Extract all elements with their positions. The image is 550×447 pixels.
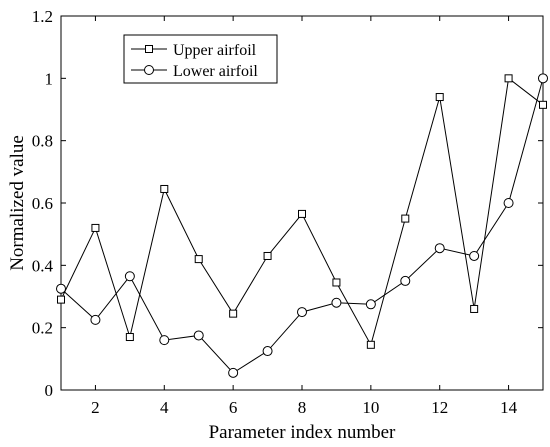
data-point-circle bbox=[469, 250, 480, 261]
data-point-square bbox=[298, 209, 306, 218]
data-point-circle bbox=[228, 367, 239, 378]
y-axis-label: Normalized value bbox=[7, 135, 28, 271]
data-point-circle bbox=[90, 314, 101, 325]
y-tick-label: 0.2 bbox=[32, 319, 53, 338]
x-axis-label: Parameter index number bbox=[209, 422, 396, 443]
axis-ticks bbox=[61, 15, 543, 391]
data-point-square bbox=[160, 184, 169, 193]
data-point-square bbox=[435, 93, 444, 102]
y-tick-label: 0 bbox=[45, 381, 54, 400]
data-point-square bbox=[57, 295, 65, 304]
x-tick-label: 8 bbox=[298, 398, 307, 417]
x-tick-label: 12 bbox=[431, 398, 448, 417]
data-point-circle bbox=[365, 299, 376, 310]
data-point-square bbox=[229, 309, 238, 318]
x-tick-label: 6 bbox=[229, 398, 238, 417]
series-square bbox=[57, 74, 547, 349]
data-point-square bbox=[263, 251, 272, 260]
data-point-circle bbox=[159, 335, 170, 346]
data-point-square bbox=[125, 333, 134, 342]
data-point-square bbox=[401, 214, 410, 223]
data-point-circle bbox=[56, 283, 66, 294]
series-layer bbox=[56, 73, 548, 378]
legend-marker-square-icon bbox=[145, 45, 153, 53]
data-point-square bbox=[91, 223, 100, 232]
x-tick-label: 10 bbox=[362, 398, 379, 417]
legend-box bbox=[123, 34, 278, 84]
legend: Upper airfoil Lower airfoil bbox=[123, 34, 278, 84]
legend-label-lower: Lower airfoil bbox=[173, 63, 258, 80]
y-tick-label: 0.8 bbox=[32, 132, 53, 151]
data-point-square bbox=[470, 304, 479, 313]
legend-label-upper: Upper airfoil bbox=[173, 42, 257, 59]
data-point-circle bbox=[193, 330, 204, 341]
y-tick-label: 1.2 bbox=[32, 7, 53, 26]
data-point-square bbox=[332, 278, 341, 287]
data-point-square bbox=[504, 74, 513, 83]
data-point-circle bbox=[503, 198, 514, 208]
x-tick-label: 2 bbox=[91, 398, 100, 417]
y-tick-label: 1 bbox=[45, 69, 54, 88]
data-point-circle bbox=[262, 346, 273, 357]
data-point-circle bbox=[400, 275, 411, 286]
series-circle bbox=[56, 73, 548, 378]
tick-labels: 2 4 6 8 10 12 14 0 0.2 0.4 0.6 0.8 1 1.2 bbox=[32, 7, 518, 417]
legend-marker-circle-icon bbox=[144, 65, 154, 75]
y-tick-label: 0.6 bbox=[32, 194, 53, 213]
data-point-circle bbox=[331, 297, 342, 308]
data-point-square bbox=[194, 255, 203, 264]
x-tick-label: 14 bbox=[500, 398, 518, 417]
data-point-square bbox=[539, 100, 547, 109]
data-point-circle bbox=[297, 307, 307, 318]
data-point-square bbox=[366, 340, 375, 349]
data-point-circle bbox=[434, 243, 445, 254]
data-point-circle bbox=[124, 271, 135, 282]
series-line bbox=[60, 78, 544, 374]
y-tick-label: 0.4 bbox=[32, 256, 54, 275]
x-tick-label: 4 bbox=[160, 398, 169, 417]
data-point-circle bbox=[538, 73, 548, 84]
